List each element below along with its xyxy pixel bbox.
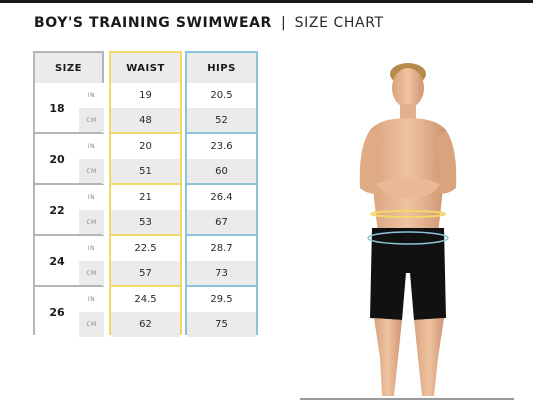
hips-cm-cell: 67 bbox=[187, 210, 256, 235]
hips-in-cell: 29.5 bbox=[187, 287, 256, 312]
row-divider bbox=[111, 183, 180, 185]
size-row: 18 IN CM bbox=[35, 83, 104, 133]
left-arm-shape bbox=[359, 130, 402, 195]
waist-header: WAIST bbox=[111, 53, 180, 83]
hips-column: HIPS 20.5 52 23.6 60 26.4 67 28.7 73 29.… bbox=[185, 51, 258, 337]
size-header: SIZE bbox=[35, 53, 102, 83]
title-main: BOY'S TRAINING SWIMWEAR bbox=[34, 15, 272, 31]
row-divider bbox=[35, 132, 102, 134]
hips-in-cell: 23.6 bbox=[187, 134, 256, 159]
row-divider bbox=[187, 132, 256, 134]
waist-in-cell: 19 bbox=[111, 83, 180, 108]
unit-cm-label: CM bbox=[79, 312, 104, 337]
size-value: 20 bbox=[35, 134, 79, 184]
waist-marker bbox=[370, 210, 446, 218]
waist-in-cell: 21 bbox=[111, 185, 180, 210]
waist-cm-cell: 62 bbox=[111, 312, 180, 337]
title-separator: | bbox=[280, 15, 286, 31]
hips-cm-cell: 75 bbox=[187, 312, 256, 337]
unit-cm-label: CM bbox=[79, 261, 104, 286]
size-row: 20 IN CM bbox=[35, 134, 104, 184]
title-sub: SIZE CHART bbox=[294, 15, 384, 31]
size-value: 22 bbox=[35, 185, 79, 235]
hips-marker bbox=[367, 231, 449, 245]
unit-cm-label: CM bbox=[79, 108, 104, 133]
head-shape bbox=[392, 68, 424, 108]
size-value: 24 bbox=[35, 236, 79, 286]
row-divider bbox=[187, 285, 256, 287]
unit-in-label: IN bbox=[79, 287, 104, 312]
left-leg-shape bbox=[374, 318, 402, 396]
waist-in-cell: 22.5 bbox=[111, 236, 180, 261]
waist-in-cell: 24.5 bbox=[111, 287, 180, 312]
hips-cm-cell: 60 bbox=[187, 159, 256, 184]
hips-in-cell: 20.5 bbox=[187, 83, 256, 108]
waist-cm-cell: 53 bbox=[111, 210, 180, 235]
hips-in-cell: 26.4 bbox=[187, 185, 256, 210]
size-value: 26 bbox=[35, 287, 79, 337]
unit-in-label: IN bbox=[79, 185, 104, 210]
row-divider bbox=[35, 285, 102, 287]
row-divider bbox=[111, 285, 180, 287]
waist-in-cell: 20 bbox=[111, 134, 180, 159]
row-divider bbox=[111, 234, 180, 236]
right-arm-shape bbox=[414, 130, 457, 195]
boy-model-photo bbox=[340, 58, 480, 403]
size-row: 22 IN CM bbox=[35, 185, 104, 235]
unit-in-label: IN bbox=[79, 236, 104, 261]
hips-in-cell: 28.7 bbox=[187, 236, 256, 261]
torso-shape bbox=[370, 118, 446, 233]
unit-in-label: IN bbox=[79, 134, 104, 159]
row-divider bbox=[35, 234, 102, 236]
size-column: SIZE 18 IN CM 20 IN CM 22 IN CM 24 IN CM… bbox=[33, 51, 104, 337]
unit-cm-label: CM bbox=[79, 210, 104, 235]
row-divider bbox=[187, 183, 256, 185]
row-divider bbox=[187, 234, 256, 236]
waist-column: WAIST 19 48 20 51 21 53 22.5 57 24.5 62 bbox=[109, 51, 182, 337]
top-rule bbox=[0, 0, 533, 3]
unit-cm-label: CM bbox=[79, 159, 104, 184]
size-row: 26 IN CM bbox=[35, 287, 104, 337]
size-row: 24 IN CM bbox=[35, 236, 104, 286]
hips-cm-cell: 73 bbox=[187, 261, 256, 286]
row-divider bbox=[35, 183, 102, 185]
jammer-shorts bbox=[370, 228, 446, 320]
model-illustration bbox=[359, 63, 457, 396]
hips-header: HIPS bbox=[187, 53, 256, 83]
page-title: BOY'S TRAINING SWIMWEAR | SIZE CHART bbox=[34, 13, 384, 33]
waist-cm-cell: 51 bbox=[111, 159, 180, 184]
neck-shape bbox=[400, 104, 416, 120]
hips-cm-cell: 52 bbox=[187, 108, 256, 133]
right-leg-shape bbox=[414, 318, 444, 396]
size-value: 18 bbox=[35, 83, 79, 133]
row-divider bbox=[111, 132, 180, 134]
unit-in-label: IN bbox=[79, 83, 104, 108]
floor-line bbox=[300, 398, 514, 400]
waist-cm-cell: 57 bbox=[111, 261, 180, 286]
waist-cm-cell: 48 bbox=[111, 108, 180, 133]
crossed-arms-shape bbox=[376, 177, 440, 199]
